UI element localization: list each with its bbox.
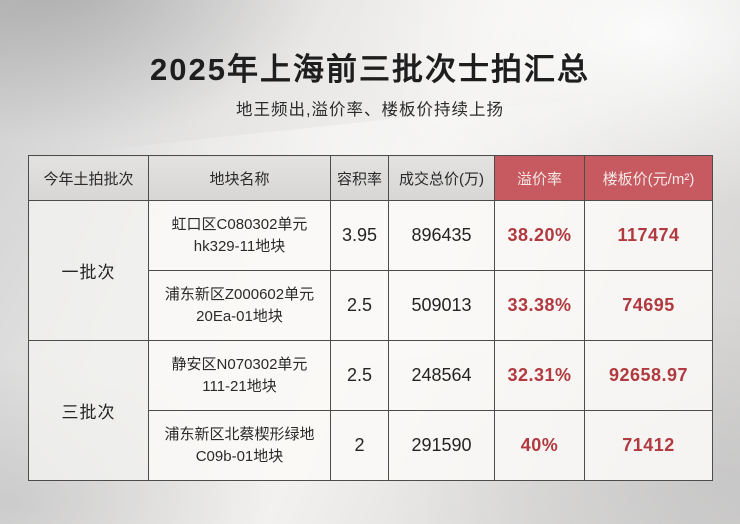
plot-ratio: 2.5 bbox=[330, 270, 389, 341]
col-header-batch: 今年土拍批次 bbox=[28, 155, 149, 201]
premium-rate: 32.31% bbox=[494, 340, 585, 411]
header-row: 今年土拍批次 地块名称 容积率 成交总价(万) 溢价率 楼板价(元/m²) bbox=[28, 155, 713, 201]
total-price: 291590 bbox=[388, 410, 495, 481]
floor-price: 92658.97 bbox=[584, 340, 713, 411]
plot-ratio: 2 bbox=[330, 410, 389, 481]
floor-price: 117474 bbox=[584, 200, 713, 271]
premium-rate: 33.38% bbox=[494, 270, 585, 341]
plot-name: 浦东新区Z000602单元 20Ea-01地块 bbox=[148, 270, 331, 341]
premium-rate: 38.20% bbox=[494, 200, 585, 271]
plot-ratio: 2.5 bbox=[330, 340, 389, 411]
col-header-plot-ratio: 容积率 bbox=[330, 155, 389, 201]
table-row-3: 三批次 静安区N070302单元 111-21地块 2.5 248564 32.… bbox=[28, 340, 713, 481]
floor-price: 74695 bbox=[584, 270, 713, 341]
col-header-premium-rate: 溢价率 bbox=[494, 155, 585, 201]
col-header-floor-price: 楼板价(元/m²) bbox=[584, 155, 713, 201]
page-subtitle: 地王频出,溢价率、楼板价持续上扬 bbox=[235, 101, 505, 119]
total-price: 896435 bbox=[388, 200, 495, 271]
table-row-2: 浦东新区Z000602单元 20Ea-01地块 2.5 509013 33.38… bbox=[29, 270, 713, 341]
table-row-1: 一批次 虹口区C080302单元 hk329-11地块 3.95 896435 … bbox=[28, 200, 713, 341]
table-row-4: 浦东新区北蔡楔形绿地 C09b-01地块 2 291590 40% 71412 bbox=[29, 410, 713, 481]
plot-name: 虹口区C080302单元 hk329-11地块 bbox=[148, 200, 331, 271]
plot-name: 静安区N070302单元 111-21地块 bbox=[148, 340, 331, 411]
batch-label-third: 三批次 bbox=[28, 340, 149, 481]
land-auction-table: 今年土拍批次 地块名称 容积率 成交总价(万) 溢价率 楼板价(元/m²) 一批… bbox=[28, 155, 713, 481]
col-header-total-price: 成交总价(万) bbox=[388, 155, 495, 201]
floor-price: 71412 bbox=[584, 410, 713, 481]
total-price: 248564 bbox=[388, 340, 495, 411]
premium-rate: 40% bbox=[494, 410, 585, 481]
plot-name: 浦东新区北蔡楔形绿地 C09b-01地块 bbox=[148, 410, 331, 481]
col-header-plot-name: 地块名称 bbox=[148, 155, 331, 201]
batch-label-first: 一批次 bbox=[28, 200, 149, 341]
total-price: 509013 bbox=[388, 270, 495, 341]
page-title: 2025年上海前三批次士拍汇总 bbox=[150, 52, 590, 87]
plot-ratio: 3.95 bbox=[330, 200, 389, 271]
